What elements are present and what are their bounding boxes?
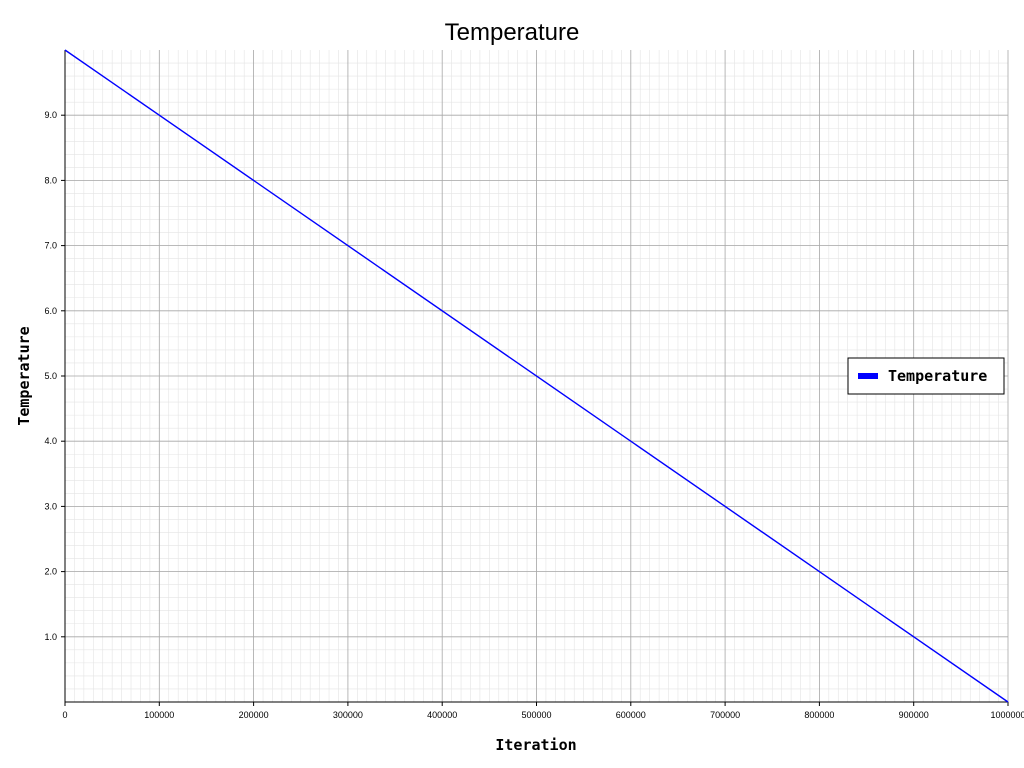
x-tick-label: 900000 <box>899 710 929 720</box>
y-tick-label: 7.0 <box>44 241 57 251</box>
x-tick-label: 500000 <box>521 710 551 720</box>
x-tick-label: 600000 <box>616 710 646 720</box>
legend-swatch <box>858 373 878 379</box>
x-tick-label: 800000 <box>804 710 834 720</box>
y-tick-label: 3.0 <box>44 501 57 511</box>
y-tick-label: 9.0 <box>44 110 57 120</box>
series-layer <box>64 49 1009 703</box>
y-axis-ticks: 1.0 2.0 3.0 4.0 5.0 6.0 7.0 8.0 9.0 <box>44 110 65 642</box>
x-tick-label: 400000 <box>427 710 457 720</box>
x-axis-label: Iteration <box>495 736 576 754</box>
y-tick-label: 5.0 <box>44 371 57 381</box>
y-tick-label: 8.0 <box>44 175 57 185</box>
y-tick-label: 6.0 <box>44 306 57 316</box>
y-tick-label: 2.0 <box>44 567 57 577</box>
y-axis-label: Temperature <box>15 326 33 425</box>
x-tick-label: 0 <box>62 710 67 720</box>
legend-entry-temperature: Temperature <box>888 367 987 385</box>
y-tick-label: 1.0 <box>44 632 57 642</box>
x-tick-label: 1000000 <box>990 710 1024 720</box>
x-tick-label: 700000 <box>710 710 740 720</box>
x-tick-label: 100000 <box>144 710 174 720</box>
x-tick-label: 300000 <box>333 710 363 720</box>
y-tick-label: 4.0 <box>44 436 57 446</box>
series-line-temperature <box>64 49 1009 703</box>
x-axis-ticks: 0 100000 200000 300000 400000 500000 600000 700… <box>62 702 1024 720</box>
legend: Temperature <box>847 357 1005 395</box>
chart-title: Temperature <box>445 19 580 46</box>
x-tick-label: 200000 <box>239 710 269 720</box>
